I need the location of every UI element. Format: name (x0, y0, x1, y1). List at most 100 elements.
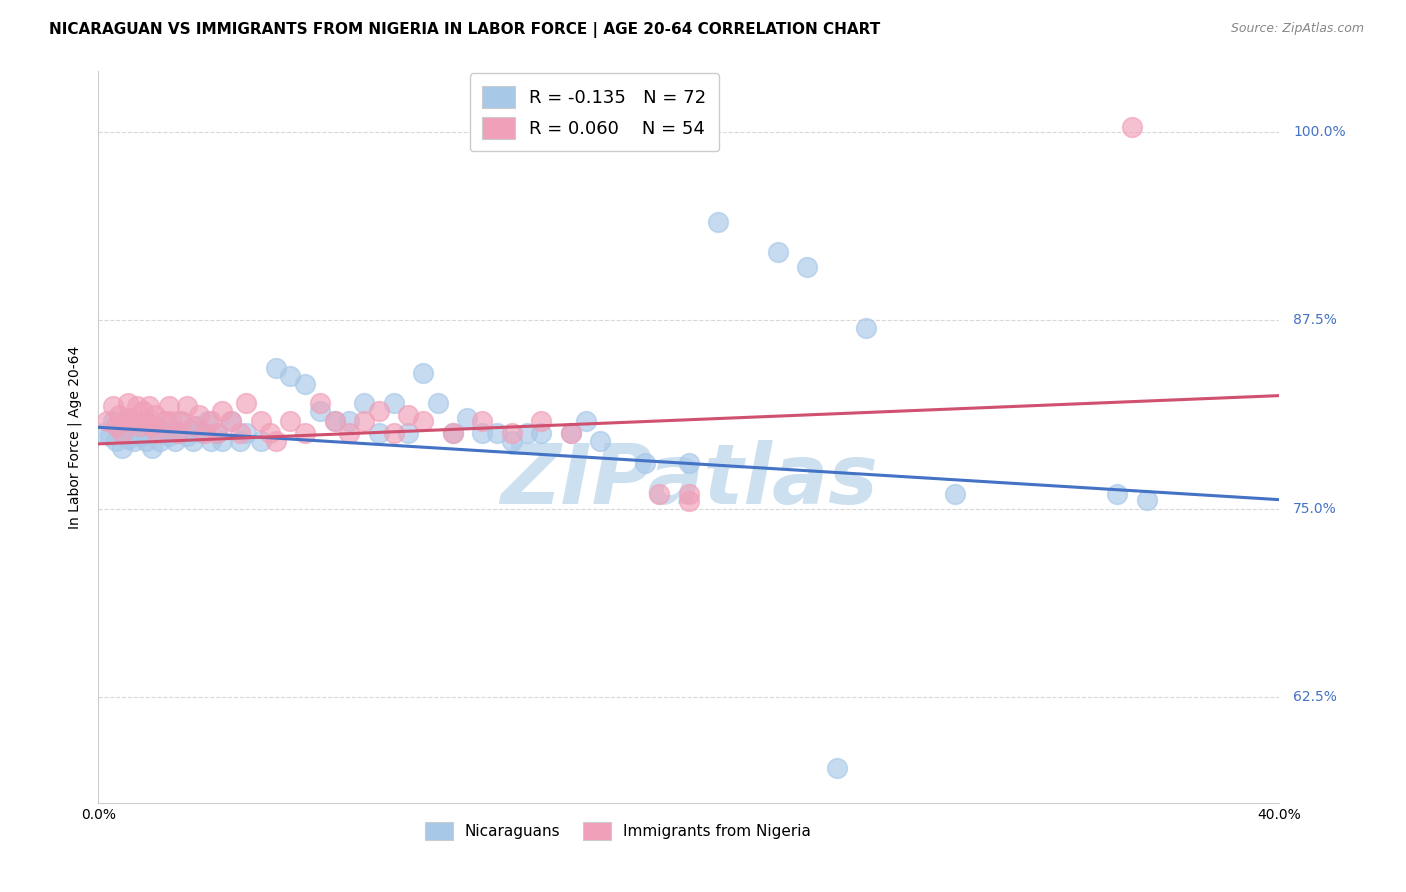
Point (152, 426, 174, 441)
Point (471, 426, 494, 441)
Point (250, 434, 273, 448)
Point (96, 414, 118, 428)
Point (200, 434, 222, 448)
Point (176, 399, 198, 413)
Point (211, 434, 233, 448)
Point (162, 414, 183, 428)
Text: 100.0%: 100.0% (1294, 125, 1346, 138)
Point (152, 414, 174, 428)
Point (181, 418, 204, 433)
Point (167, 426, 190, 441)
Text: 75.0%: 75.0% (1294, 501, 1337, 516)
Point (105, 434, 128, 448)
Point (221, 414, 243, 428)
Point (441, 426, 464, 441)
Point (146, 418, 169, 433)
Text: Source: ZipAtlas.com: Source: ZipAtlas.com (1230, 22, 1364, 36)
Legend: Nicaraguans, Immigrants from Nigeria: Nicaraguans, Immigrants from Nigeria (419, 815, 817, 847)
Point (103, 399, 125, 413)
Point (530, 414, 553, 428)
Point (191, 426, 214, 441)
Point (138, 426, 160, 441)
Point (280, 369, 302, 384)
Point (353, 396, 375, 410)
Point (796, 260, 818, 275)
Point (339, 414, 361, 428)
Point (128, 429, 150, 443)
Point (294, 376, 316, 391)
Point (501, 426, 523, 441)
Point (176, 429, 198, 443)
Point (501, 434, 523, 448)
Point (141, 442, 163, 456)
Point (589, 434, 612, 448)
Point (108, 423, 131, 437)
Point (457, 411, 479, 425)
Point (111, 426, 134, 441)
Point (125, 418, 148, 433)
Point (368, 403, 391, 417)
Point (1107, 486, 1129, 500)
Point (157, 429, 180, 443)
Point (194, 426, 217, 441)
Point (143, 426, 166, 441)
Point (221, 414, 243, 428)
Point (441, 426, 464, 441)
Point (323, 414, 346, 428)
Point (114, 426, 136, 441)
Point (235, 396, 257, 410)
Point (120, 420, 142, 434)
Point (111, 442, 134, 456)
Point (103, 414, 125, 428)
Point (146, 426, 169, 441)
Text: ZIPatlas: ZIPatlas (501, 441, 877, 522)
Point (486, 426, 509, 441)
Point (170, 414, 193, 428)
Point (117, 396, 139, 410)
Point (229, 426, 252, 441)
Y-axis label: In Labor Force | Age 20-64: In Labor Force | Age 20-64 (67, 345, 83, 529)
Point (122, 414, 145, 428)
Point (170, 414, 193, 428)
Point (157, 399, 180, 413)
Point (427, 396, 450, 410)
Point (382, 426, 405, 441)
Point (229, 434, 252, 448)
Point (259, 426, 281, 441)
Point (339, 426, 361, 441)
Point (135, 414, 157, 428)
Point (323, 414, 346, 428)
Point (648, 486, 671, 500)
Point (678, 494, 700, 508)
Point (766, 245, 789, 260)
Point (132, 414, 155, 428)
Point (108, 408, 131, 422)
Point (165, 434, 187, 448)
Point (250, 414, 273, 428)
Point (309, 403, 332, 417)
Point (162, 423, 183, 437)
Point (825, 761, 848, 775)
Point (560, 426, 582, 441)
Point (187, 408, 209, 422)
Point (132, 403, 155, 417)
Point (294, 426, 316, 441)
Point (181, 434, 204, 448)
Point (114, 414, 136, 428)
Point (943, 486, 966, 500)
Point (235, 426, 257, 441)
Point (264, 361, 287, 376)
Point (575, 414, 598, 428)
Point (412, 414, 434, 428)
Point (122, 434, 145, 448)
Point (280, 414, 302, 428)
Text: 87.5%: 87.5% (1294, 313, 1337, 327)
Point (855, 320, 877, 334)
Point (530, 426, 553, 441)
Point (149, 434, 172, 448)
Point (200, 414, 222, 428)
Point (707, 215, 730, 229)
Point (412, 366, 434, 380)
Point (141, 418, 163, 433)
Point (368, 426, 391, 441)
